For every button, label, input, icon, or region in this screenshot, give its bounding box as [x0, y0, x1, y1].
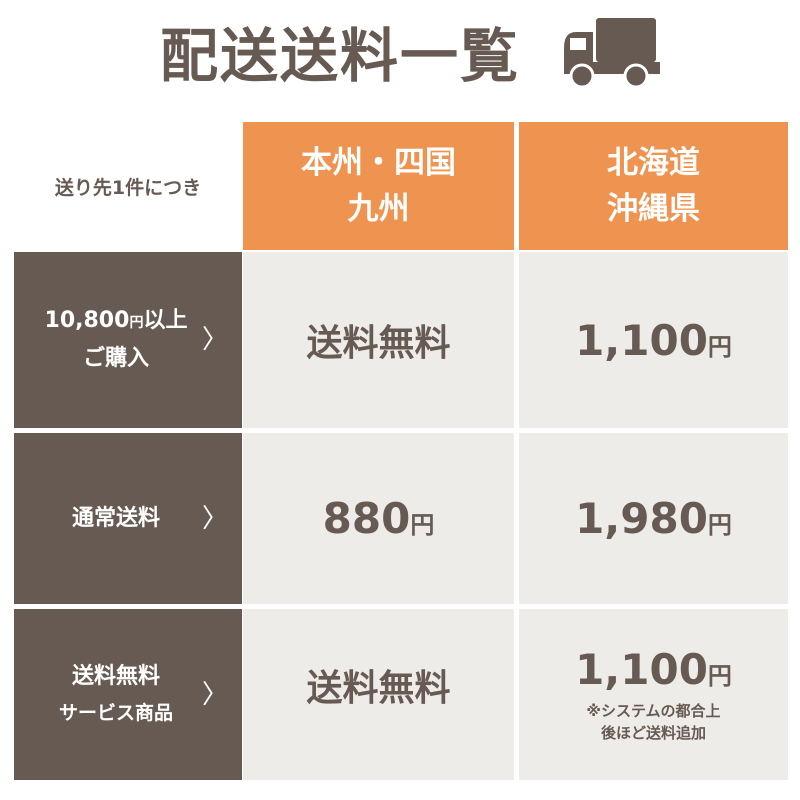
page-title: 配送送料一覧 [160, 22, 521, 90]
cell-row3-col2: 1,100円 ※システムの都合上 後ほど送料追加 [519, 609, 788, 780]
free-shipping-text: 送料無料 [306, 323, 451, 364]
chevron-right-icon: 〉 [201, 503, 228, 534]
header-line: 沖縄県 [607, 191, 700, 227]
price-amount: 1,100 [575, 645, 708, 694]
price-amount: 1,100 [575, 315, 708, 365]
row-label-over-10800: 10,800円以上 ご購入 〉 [14, 252, 242, 428]
header-hokkaido-okinawa: 北海道 沖縄県 [519, 122, 788, 250]
note-line: ※システムの都合上 [586, 702, 721, 720]
yen-unit: 円 [410, 511, 435, 539]
cell-row2-col1: 880円 [243, 433, 514, 604]
row-label-normal-shipping: 通常送料 〉 [14, 433, 242, 604]
cell-row2-col2: 1,980円 [519, 433, 788, 604]
label-rest: 以上 [143, 308, 188, 333]
label-line: 通常送料 [71, 505, 160, 531]
per-destination-label: 送り先1件につき [54, 176, 202, 199]
yen-unit: 円 [707, 662, 732, 690]
yen-unit: 円 [129, 315, 144, 331]
note-line: 後ほど送料追加 [600, 724, 706, 742]
header-line: 北海道 [607, 145, 700, 181]
chevron-right-icon: 〉 [201, 325, 228, 355]
yen-unit: 円 [707, 332, 732, 361]
price-amount: 1,980 [575, 494, 708, 543]
label-line: 送料無料 [71, 663, 160, 689]
yen-unit: 円 [707, 511, 732, 539]
header-line: 九州 [347, 191, 410, 227]
header-honshu-shikoku-kyushu: 本州・四国 九州 [243, 122, 514, 250]
amount: 10,800 [44, 308, 130, 333]
free-shipping-text: 送料無料 [306, 667, 451, 709]
cell-row1-col2: 1,100円 [519, 252, 788, 428]
chevron-right-icon: 〉 [201, 679, 228, 710]
label-line: サービス商品 [58, 701, 173, 724]
cell-row3-col1: 送料無料 [243, 609, 514, 780]
price-amount: 880 [322, 494, 411, 543]
label-line: ご購入 [82, 346, 149, 371]
row-label-free-shipping-items: 送料無料 サービス商品 〉 [14, 609, 242, 780]
header-line: 本州・四国 [301, 145, 456, 181]
cell-row1-col1: 送料無料 [243, 252, 514, 428]
truck-icon [564, 18, 660, 88]
